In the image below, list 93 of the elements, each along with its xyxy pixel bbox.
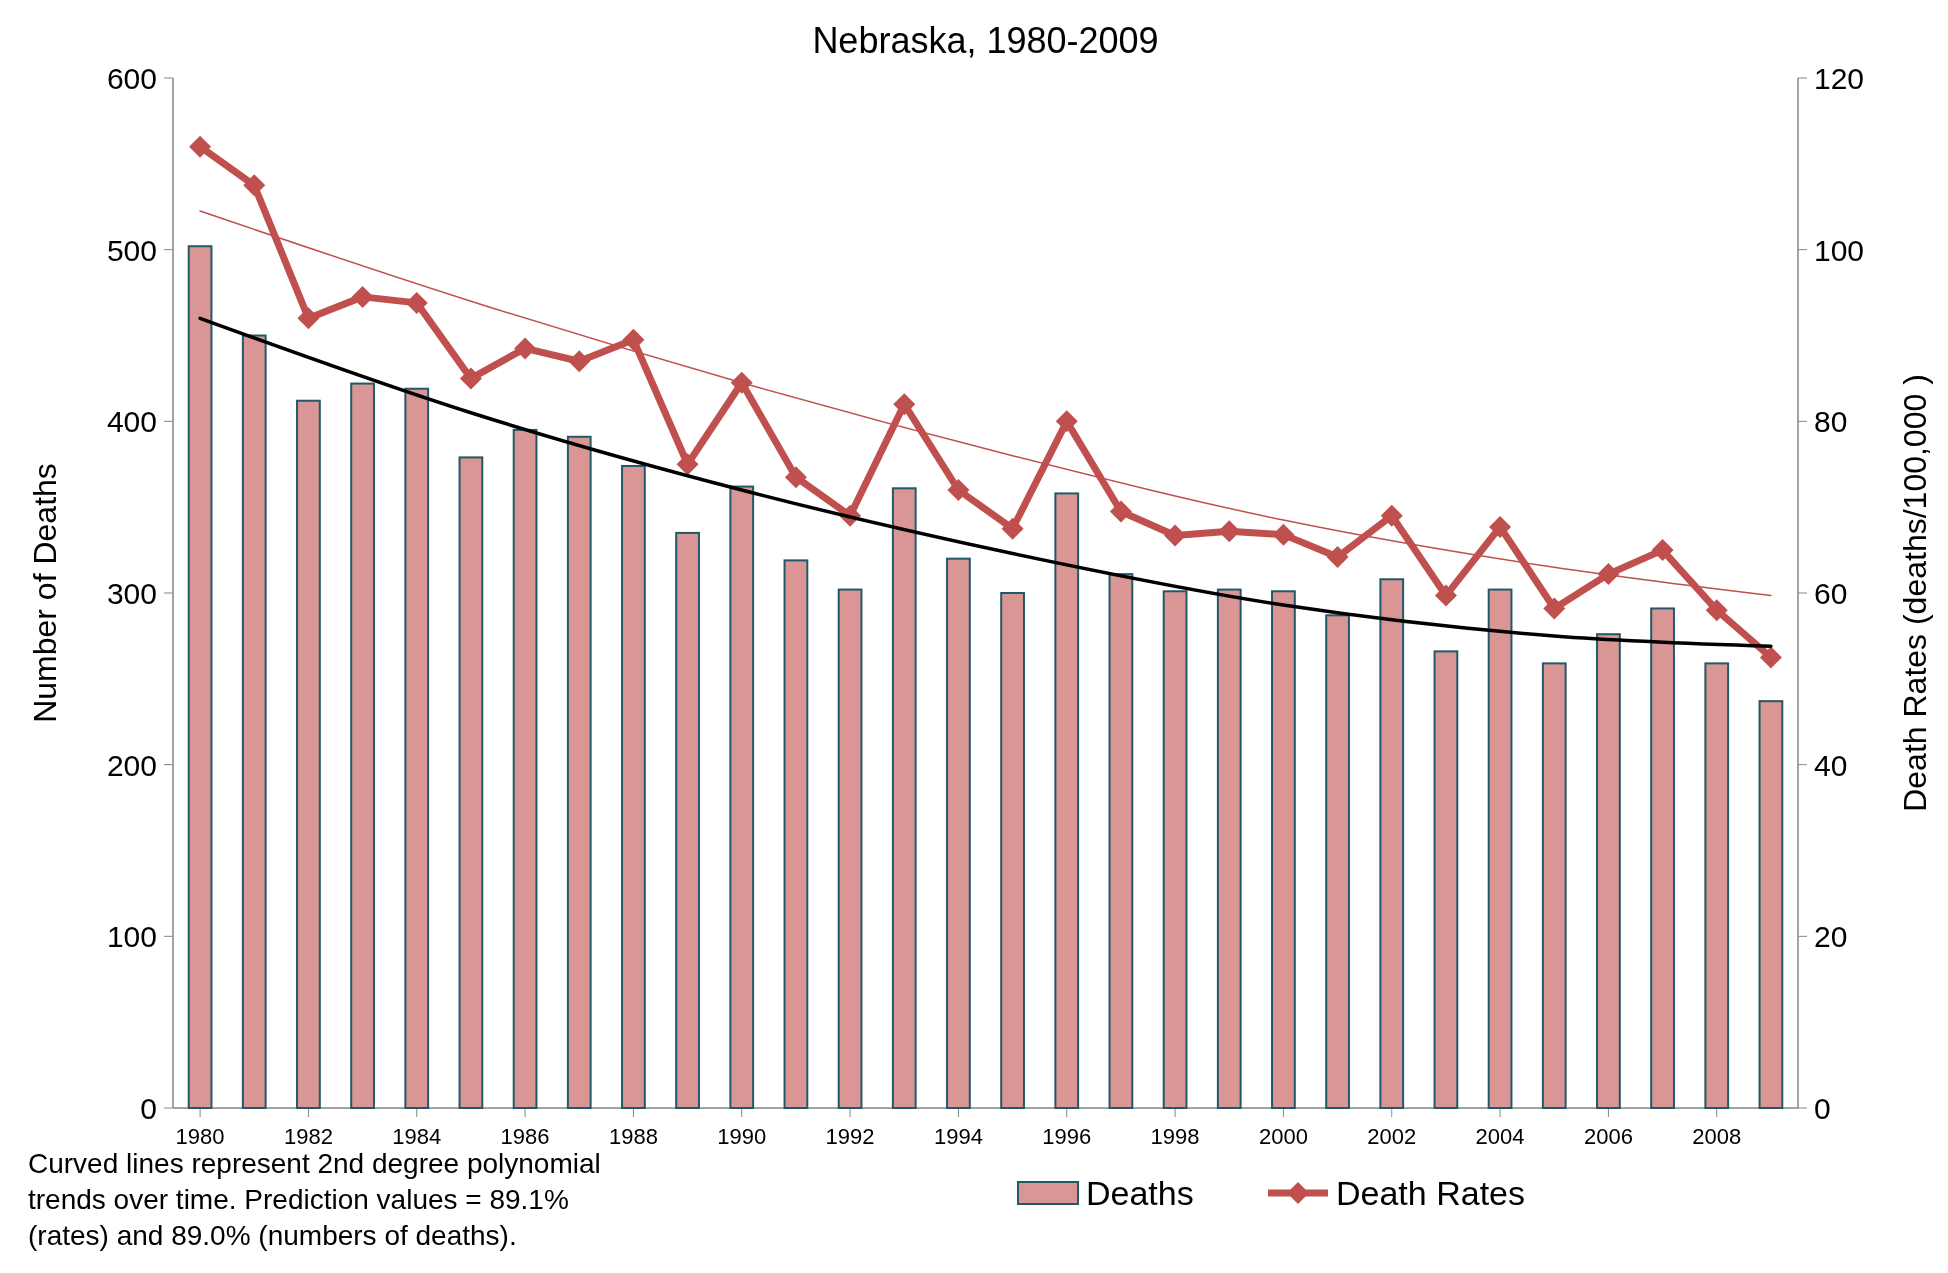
point xyxy=(784,466,807,489)
bar xyxy=(1758,700,1784,1109)
line-series xyxy=(199,210,1772,597)
y-tick-label: 500 xyxy=(106,233,157,267)
bar xyxy=(512,428,538,1109)
point xyxy=(1489,515,1512,538)
x-tick-label: 1998 xyxy=(1150,1124,1200,1149)
x-tick-label: 1994 xyxy=(933,1124,983,1149)
point xyxy=(568,350,591,373)
bar xyxy=(675,531,700,1109)
x-tick-label: 1990 xyxy=(717,1124,767,1149)
bar xyxy=(1650,607,1675,1109)
point xyxy=(405,291,428,314)
bar xyxy=(1379,578,1405,1109)
x-tick-label: 1982 xyxy=(283,1124,333,1149)
point xyxy=(1272,523,1295,546)
bar xyxy=(187,245,213,1109)
x-tick-label: 1980 xyxy=(175,1124,225,1149)
bar xyxy=(566,435,592,1109)
legend-label: Deaths xyxy=(1086,1174,1194,1212)
point xyxy=(1705,599,1728,622)
bar xyxy=(1704,662,1730,1109)
y-axis-title: Number of Deaths xyxy=(27,463,63,723)
point xyxy=(243,174,266,197)
x-tick-label: 1996 xyxy=(1042,1124,1092,1149)
point xyxy=(1164,524,1187,547)
bar xyxy=(1541,662,1567,1109)
x-tick-label: 2000 xyxy=(1258,1124,1308,1149)
bar xyxy=(783,559,809,1109)
bar xyxy=(296,399,321,1109)
point xyxy=(514,337,537,360)
x-tick-label: 1984 xyxy=(392,1124,442,1149)
x-tick-label: 2008 xyxy=(1692,1124,1742,1149)
y2-tick-label: 20 xyxy=(1814,920,1848,954)
x-tick-label: 2004 xyxy=(1475,1124,1525,1149)
bar xyxy=(1216,588,1242,1109)
point xyxy=(1380,504,1403,527)
point xyxy=(622,328,645,351)
y2-tick-label: 100 xyxy=(1814,233,1865,267)
bar xyxy=(1325,614,1350,1109)
bar xyxy=(350,382,375,1109)
y2-tick-label: 0 xyxy=(1814,1092,1831,1125)
point xyxy=(893,393,916,416)
text: Curved lines represent 2nd degree polynomial trends over time. Prediction values = 89.1% (rates) and 89.0% (numbers of deaths). xyxy=(28,1148,601,1251)
bar xyxy=(621,464,646,1109)
y2-tick-label: 60 xyxy=(1814,577,1848,610)
bar xyxy=(729,485,755,1109)
point xyxy=(297,307,320,330)
bar xyxy=(1000,592,1025,1109)
bar xyxy=(1433,650,1459,1109)
y2-tick-label: 120 xyxy=(1814,62,1865,95)
bar xyxy=(1271,590,1296,1109)
bar xyxy=(1487,588,1513,1109)
y2-tick-label: 40 xyxy=(1814,748,1848,782)
bar xyxy=(241,334,267,1109)
point xyxy=(1055,410,1078,433)
y-tick-label: 100 xyxy=(106,920,157,954)
point xyxy=(1001,517,1024,540)
y-tick-label: 600 xyxy=(106,62,157,95)
legend-label: Death Rates xyxy=(1336,1174,1525,1212)
point xyxy=(1543,597,1566,620)
bar xyxy=(891,487,917,1109)
x-tick-label: 1988 xyxy=(608,1124,658,1149)
y-tick-label: 400 xyxy=(106,405,157,439)
bar xyxy=(1596,633,1621,1109)
point xyxy=(1434,584,1457,607)
bar xyxy=(1162,590,1188,1109)
point xyxy=(1326,545,1349,568)
bar xyxy=(1108,573,1134,1109)
x-tick-label: 1992 xyxy=(825,1124,875,1149)
x-tick-label: 1986 xyxy=(500,1124,550,1149)
bar xyxy=(458,456,484,1109)
point xyxy=(676,453,699,476)
bar xyxy=(837,588,863,1109)
y2-tick-label: 80 xyxy=(1814,405,1848,439)
point xyxy=(351,285,374,308)
y-tick-label: 200 xyxy=(106,748,157,782)
point xyxy=(1651,539,1674,562)
point xyxy=(1109,500,1132,523)
y-tick-label: 0 xyxy=(140,1092,157,1125)
y2-axis-title: Death Rates (deaths/100,000 ) xyxy=(1897,374,1933,812)
point xyxy=(459,367,482,390)
bar xyxy=(1054,492,1080,1109)
x-tick-label: 2002 xyxy=(1367,1124,1417,1149)
bar xyxy=(404,387,430,1109)
point xyxy=(947,479,970,501)
point xyxy=(1759,646,1782,669)
x-tick-label: 2006 xyxy=(1583,1124,1633,1149)
chart-title: Nebraska, 1980-2009 xyxy=(812,20,1159,61)
point xyxy=(1218,520,1241,543)
point xyxy=(189,135,212,158)
y-tick-label: 300 xyxy=(106,577,157,610)
bar xyxy=(946,557,971,1109)
